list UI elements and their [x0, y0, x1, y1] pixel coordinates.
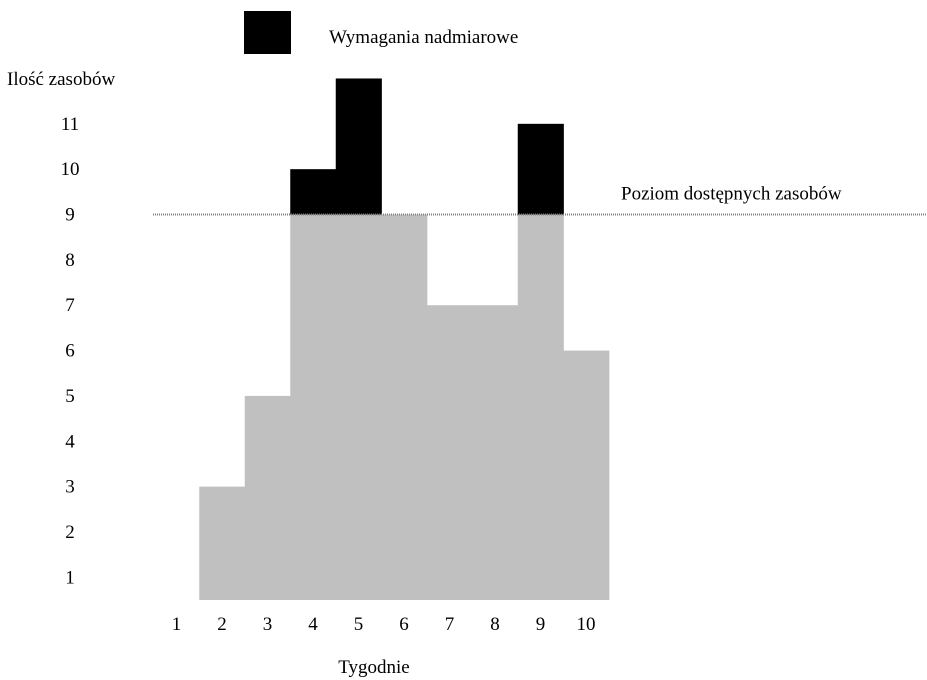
- demand-bar-week-7: [426, 305, 473, 600]
- x-axis-label: Tygodnie: [338, 657, 410, 678]
- demand-bar-week-6: [381, 214, 428, 600]
- x-tick-label: 6: [399, 614, 409, 635]
- demand-bar-week-10: [563, 350, 610, 600]
- excess-bar-week-9: [517, 123, 564, 215]
- x-tick-label: 3: [263, 614, 273, 635]
- y-tick-label: 10: [61, 159, 80, 180]
- x-tick-label: 5: [354, 614, 364, 635]
- x-tick-label: 8: [490, 614, 500, 635]
- demand-bar-week-5: [335, 214, 382, 600]
- y-tick-label: 1: [65, 567, 75, 588]
- x-tick-label: 1: [172, 614, 182, 635]
- y-tick-label: 4: [65, 431, 75, 452]
- y-tick-label: 9: [65, 205, 75, 226]
- y-tick-label: 8: [65, 250, 75, 271]
- y-tick-label: 11: [61, 114, 79, 135]
- demand-bar-week-9: [517, 214, 564, 600]
- y-axis-ticks: 1 2 3 4 5 6 7 8 9 10 11: [61, 114, 80, 589]
- y-tick-label: 6: [65, 341, 75, 362]
- demand-bar-week-8: [472, 305, 519, 600]
- bars: [199, 78, 610, 600]
- x-axis-ticks: 1 2 3 4 5 6 7 8 9 10: [172, 614, 596, 635]
- legend-swatch-excess: [244, 11, 291, 54]
- demand-bar-week-3: [244, 395, 291, 600]
- available-level-label: Poziom dostępnych zasobów: [621, 184, 842, 205]
- y-tick-label: 2: [65, 522, 75, 543]
- x-tick-label: 10: [577, 614, 596, 635]
- y-axis-label: Ilość zasobów: [7, 69, 115, 90]
- legend: Wymagania nadmiarowe: [244, 11, 518, 54]
- x-tick-label: 9: [536, 614, 546, 635]
- y-tick-label: 7: [65, 295, 75, 316]
- x-tick-label: 4: [308, 614, 318, 635]
- y-tick-label: 3: [65, 477, 75, 498]
- x-tick-label: 2: [217, 614, 227, 635]
- excess-bar-week-5: [335, 78, 382, 215]
- legend-label-excess: Wymagania nadmiarowe: [329, 27, 518, 48]
- x-tick-label: 7: [445, 614, 455, 635]
- excess-bar-week-4: [290, 169, 337, 215]
- demand-bar-week-2: [199, 486, 246, 600]
- y-tick-label: 5: [65, 386, 75, 407]
- demand-bar-week-4: [290, 214, 337, 600]
